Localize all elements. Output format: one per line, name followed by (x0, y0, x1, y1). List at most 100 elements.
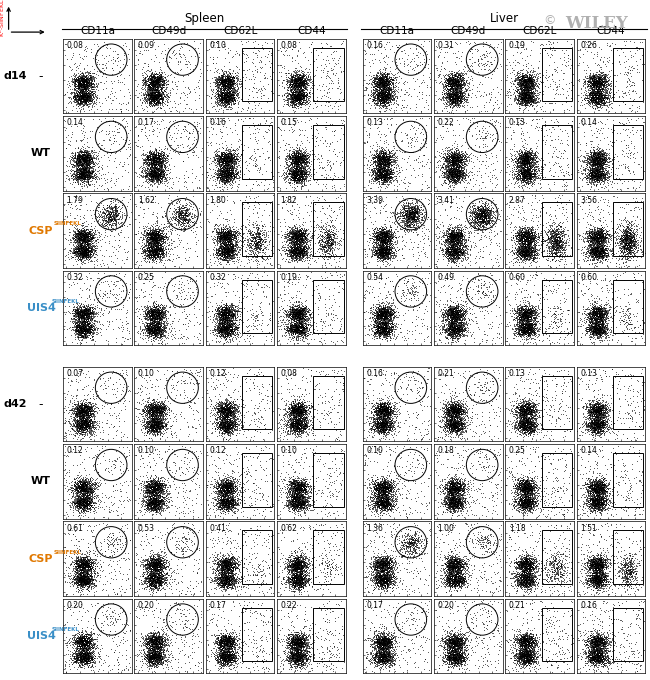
Point (600, 554, 610, 565)
Point (161, 640, 171, 651)
Point (218, 72, 229, 83)
Point (378, 307, 389, 318)
Point (448, 167, 458, 177)
Point (289, 86, 300, 97)
Point (373, 148, 384, 159)
Point (372, 634, 383, 645)
Point (512, 405, 523, 416)
Point (378, 152, 388, 163)
Point (88, 408, 98, 419)
Point (302, 495, 313, 506)
Point (476, 218, 486, 228)
Point (220, 406, 230, 417)
Point (257, 236, 268, 247)
Point (587, 328, 597, 339)
Point (288, 417, 298, 428)
Point (495, 167, 505, 177)
Point (225, 419, 235, 430)
Point (448, 254, 458, 265)
Point (597, 322, 608, 333)
Point (372, 419, 382, 430)
Point (151, 245, 161, 256)
Point (595, 647, 605, 658)
Point (596, 426, 606, 437)
Point (376, 406, 387, 417)
Point (79, 320, 89, 330)
Point (218, 82, 228, 93)
Point (536, 505, 547, 515)
Point (601, 306, 611, 317)
Point (287, 575, 298, 585)
Point (81, 479, 92, 490)
Point (222, 481, 233, 492)
Point (224, 77, 234, 88)
Point (300, 616, 310, 627)
Point (220, 630, 231, 641)
Point (292, 73, 303, 84)
Point (217, 149, 228, 160)
Point (294, 224, 305, 235)
Point (368, 424, 378, 435)
Point (90, 170, 101, 181)
Point (153, 156, 163, 167)
Point (460, 243, 471, 254)
Point (294, 156, 304, 167)
Point (220, 575, 230, 585)
Point (77, 225, 87, 236)
Point (203, 376, 213, 387)
Point (75, 573, 86, 583)
Point (202, 507, 213, 517)
Point (222, 158, 232, 169)
Point (380, 73, 390, 84)
Point (217, 403, 228, 413)
Point (222, 469, 233, 480)
Point (226, 166, 237, 177)
Point (227, 326, 238, 337)
Point (224, 556, 234, 567)
Point (385, 322, 395, 333)
Point (146, 557, 156, 568)
Point (84, 500, 95, 511)
Point (302, 552, 312, 563)
Point (387, 400, 398, 411)
Point (447, 168, 458, 179)
Point (242, 511, 252, 522)
Point (72, 404, 83, 415)
Point (379, 424, 389, 435)
Point (620, 212, 630, 223)
Point (380, 99, 390, 109)
Point (526, 486, 536, 496)
Point (72, 248, 82, 258)
Point (226, 404, 237, 415)
Point (521, 169, 531, 180)
Point (145, 563, 155, 574)
Point (283, 232, 294, 243)
Point (512, 552, 523, 563)
Point (153, 577, 163, 588)
Point (448, 48, 458, 58)
Point (593, 326, 603, 337)
Point (520, 307, 530, 318)
Point (622, 231, 632, 242)
Point (604, 90, 614, 101)
Point (289, 651, 299, 662)
Point (289, 475, 299, 486)
Point (591, 303, 601, 313)
Point (375, 99, 385, 109)
Point (382, 558, 392, 568)
Point (256, 600, 266, 611)
Point (71, 318, 81, 328)
Point (72, 324, 83, 335)
Point (519, 86, 530, 97)
Point (393, 631, 403, 642)
Point (83, 233, 94, 243)
Point (217, 428, 228, 439)
Point (599, 498, 609, 509)
Point (82, 318, 92, 329)
Point (388, 372, 398, 383)
Point (526, 615, 536, 626)
Point (519, 246, 530, 257)
Point (218, 503, 229, 514)
Point (517, 240, 527, 251)
Point (289, 171, 300, 182)
